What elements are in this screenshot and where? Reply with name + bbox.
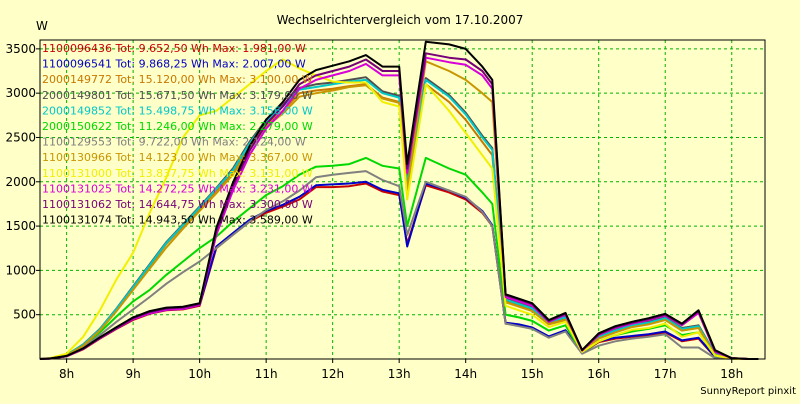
footer-credit: SunnyReport pinxit — [700, 386, 796, 397]
series-lines — [39, 40, 759, 360]
legend-entry-9: 1100131025 Tot: 14.272,25 Wh Max: 3.231,… — [42, 182, 313, 195]
series-line-8 — [39, 58, 759, 360]
legend-entry-10: 1100131062 Tot: 14.644,75 Wh Max: 3.300,… — [42, 198, 313, 211]
chart-title: Wechselrichtervergleich vom 17.10.2007 — [277, 13, 524, 27]
legend-entry-6: 1100129553 Tot: 9.722,00 Wh Max: 2.124,0… — [42, 136, 306, 149]
y-tick-label: 500 — [13, 308, 36, 322]
legend-entry-11: 1100131074 Tot: 14.943,50 Wh Max: 3.589,… — [42, 214, 313, 227]
y-tick-label: 3000 — [5, 86, 36, 100]
y-tick-label: 1500 — [5, 219, 36, 233]
x-tick-label: 12h — [321, 367, 344, 381]
legend-entry-2: 2000149772 Tot: 15.120,00 Wh Max: 3.100,… — [42, 73, 313, 86]
legend-entry-1: 1100096541 Tot: 9.868,25 Wh Max: 2.007,0… — [42, 58, 306, 71]
plot-frame — [39, 39, 766, 360]
series-line-6 — [39, 170, 759, 360]
x-tick-label: 14h — [454, 367, 477, 381]
y-tick-label: 1000 — [5, 263, 36, 277]
y-axis-label: W — [36, 19, 48, 33]
legend-entry-4: 2000149852 Tot: 15.498,75 Wh Max: 3.156,… — [42, 104, 313, 117]
legend-entry-5: 2000150622 Tot: 11.246,00 Wh Max: 2.279,… — [42, 120, 313, 133]
series-line-5 — [39, 156, 759, 360]
y-tick-label: 2500 — [5, 130, 36, 144]
x-tick-label: 13h — [388, 367, 411, 381]
series-line-11 — [39, 40, 759, 360]
legend: 1100096436 Tot: 9.652,50 Wh Max: 1.981,0… — [42, 42, 313, 227]
y-tick-label: 3500 — [5, 42, 36, 56]
x-tick-label: 15h — [521, 367, 544, 381]
x-axis-ticks: 8h 9h 10h 11h 12h 13h 14h 15h 16h 17h 18h — [59, 359, 743, 381]
x-tick-label: 17h — [654, 367, 677, 381]
x-tick-label: 16h — [587, 367, 610, 381]
legend-entry-0: 1100096436 Tot: 9.652,50 Wh Max: 1.981,0… — [42, 42, 306, 55]
x-tick-label: 9h — [125, 367, 140, 381]
x-tick-label: 8h — [59, 367, 74, 381]
x-tick-label: 10h — [188, 367, 211, 381]
legend-entry-8: 1100131000 Tot: 13.837,75 Wh Max: 3.131,… — [42, 167, 313, 180]
x-tick-label: 11h — [255, 367, 278, 381]
legend-entry-3: 2000149801 Tot: 15.671,50 Wh Max: 3.179,… — [42, 89, 313, 102]
y-tick-label: 2000 — [5, 175, 36, 189]
x-tick-label: 18h — [720, 367, 743, 381]
legend-entry-7: 1100130966 Tot: 14.123,00 Wh Max: 3.367,… — [42, 151, 313, 164]
y-axis-ticks: 500 1000 1500 2000 2500 3000 3500 — [5, 42, 40, 322]
